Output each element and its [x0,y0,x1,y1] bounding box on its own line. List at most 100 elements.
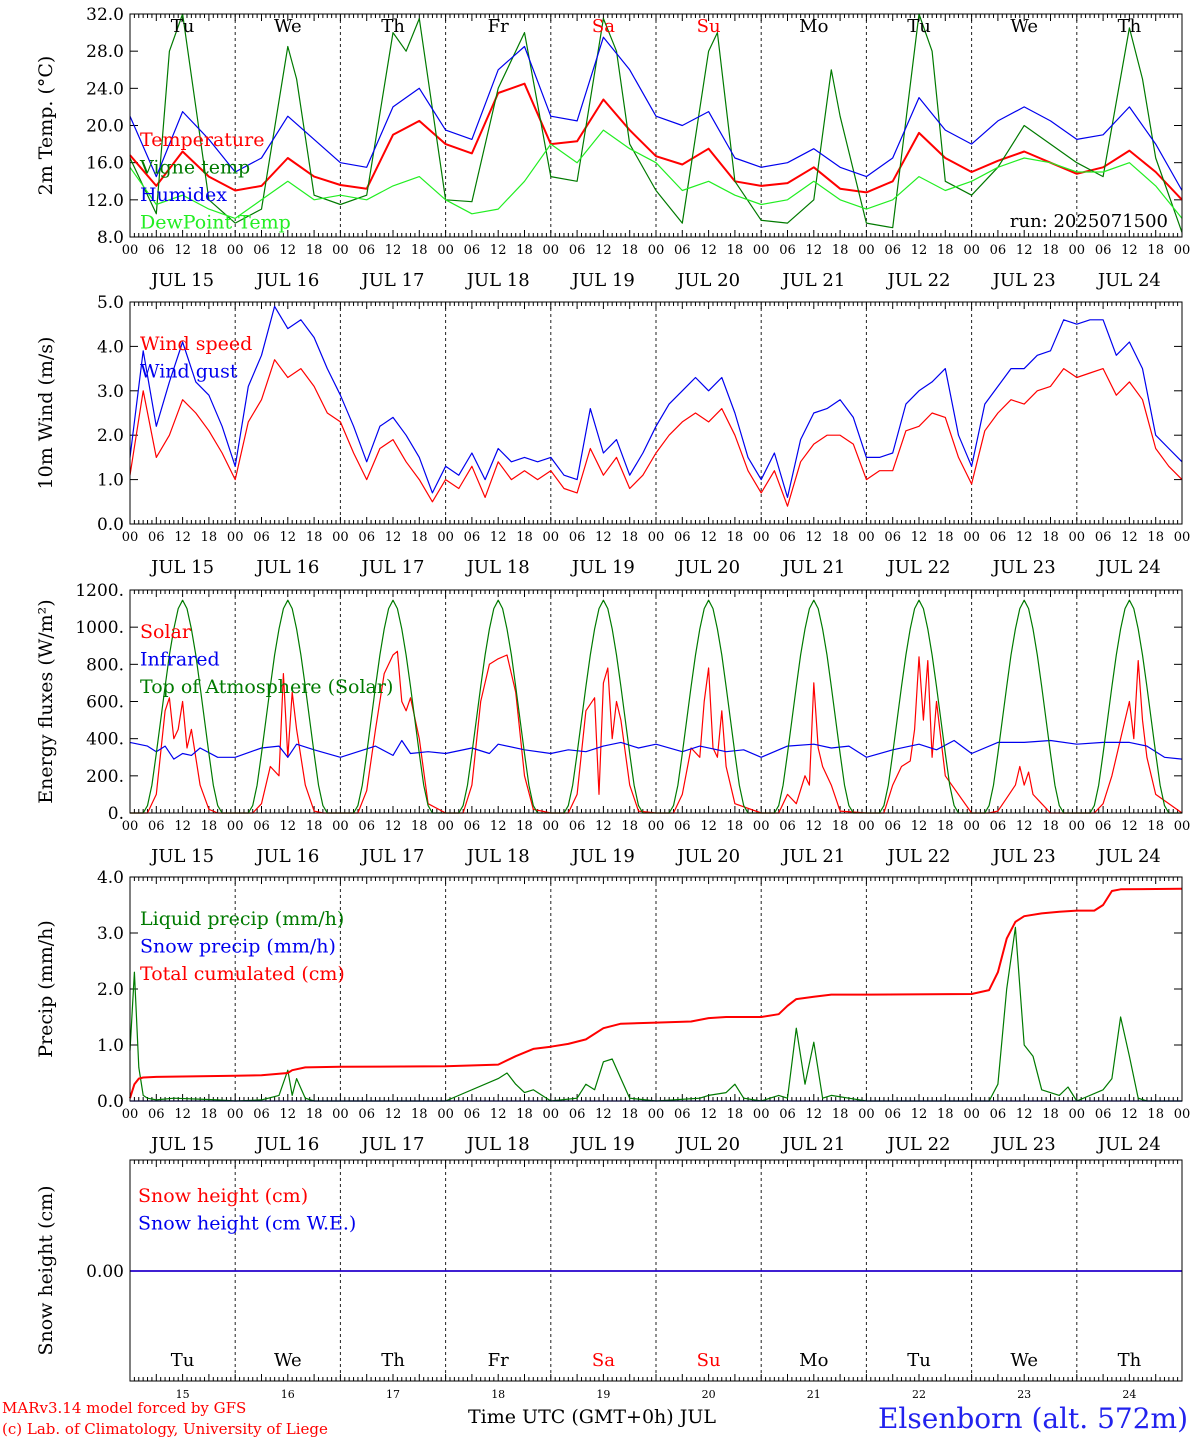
date-label: JUL 23 [991,557,1056,578]
series-line [130,650,1183,814]
y-tick-label: 16.0 [86,154,124,174]
y-tick-label: 1200. [75,581,124,601]
y-tick-label: 8.0 [97,228,124,248]
hour-label: 06 [1095,819,1112,834]
series-line [129,129,1183,219]
hour-label: 12 [595,243,612,258]
legend-entry: Liquid precip (mm/h) [140,908,344,930]
weekday-label: Sa [592,16,615,37]
station-label: Elsenborn (alt. 572m) [878,1402,1188,1435]
hour-label: 06 [779,530,796,545]
hour-label: 12 [911,819,928,834]
hour-label: 06 [884,530,901,545]
hour-label: 00 [1174,530,1191,545]
hour-label: 06 [253,819,270,834]
hour-label: 00 [437,530,454,545]
date-label: JUL 22 [886,846,951,867]
hour-label: 12 [385,1107,402,1122]
hour-label: 00 [1174,819,1191,834]
hour-label: 12 [1121,819,1138,834]
series-line [129,926,1182,1102]
hour-label: 18 [1042,819,1059,834]
date-label: JUL 21 [780,270,845,291]
hour-label: 06 [253,530,270,545]
panel-3: 0. 200. 400. 600. 800. 1000. 1200. Energy fluxe… [35,581,1190,867]
hour-label: 06 [884,243,901,258]
day-number-label: 19 [596,1388,610,1401]
date-label: JUL 19 [570,557,635,578]
legend-entry: Snow height (cm W.E.) [138,1213,356,1235]
legend-entry: Total cumulated (cm) [140,963,345,985]
hour-label: 00 [858,243,875,258]
day-number-label: 17 [386,1388,400,1401]
date-label: JUL 16 [254,270,319,291]
date-label: JUL 23 [991,270,1056,291]
hour-label: 12 [1016,1107,1033,1122]
time-axis-label: Time UTC (GMT+0h) JUL [468,1406,716,1428]
hour-label: 06 [569,819,586,834]
legend-entry: Snow height (cm) [138,1185,308,1207]
y-tick-label: 1000. [75,618,124,638]
legend-entry: Solar [140,621,192,643]
hour-label: 00 [227,243,244,258]
hour-label: 18 [306,243,323,258]
hour-label: 12 [385,243,402,258]
hour-label: 18 [201,243,218,258]
hour-label: 00 [543,530,560,545]
day-number-label: 18 [491,1388,505,1401]
hour-label: 18 [937,819,954,834]
hour-label: 00 [332,530,349,545]
hour-label: 06 [1095,243,1112,258]
panel-frame [129,876,1183,1102]
day-number-label: 21 [807,1388,821,1401]
hour-label: 12 [1121,1107,1138,1122]
hour-label: 12 [1121,243,1138,258]
date-label: JUL 19 [570,1134,635,1155]
date-label: JUL 17 [360,1134,425,1155]
y-tick-label: 0.00 [86,1262,124,1282]
hour-label: 00 [543,1107,560,1122]
hour-label: 00 [227,819,244,834]
hour-label: 00 [753,243,770,258]
hour-label: 06 [358,1107,375,1122]
day-number-label: 20 [702,1388,716,1401]
date-label: JUL 24 [1096,846,1161,867]
y-tick-label: 24.0 [86,79,124,99]
hour-label: 12 [806,530,823,545]
hour-label: 18 [201,1107,218,1122]
hour-label: 12 [595,819,612,834]
hour-label: 18 [727,1107,744,1122]
hour-label: 12 [1121,530,1138,545]
hour-label: 06 [358,243,375,258]
weekday-label: We [1010,1350,1038,1371]
legend-entry: Snow precip (mm/h) [140,936,336,958]
y-tick-label: 1.0 [97,1036,124,1056]
day-number-label: 15 [176,1388,190,1401]
hour-label: 06 [358,819,375,834]
date-label: JUL 17 [360,270,425,291]
weekday-label: Tu [171,16,195,37]
date-label: JUL 22 [886,557,951,578]
hour-label: 06 [674,1107,691,1122]
date-label: JUL 22 [886,1134,951,1155]
hour-label: 18 [411,1107,428,1122]
hour-label: 00 [332,819,349,834]
hour-label: 06 [253,243,270,258]
day-number-label: 24 [1122,1388,1136,1401]
hour-label: 06 [990,530,1007,545]
hour-label: 00 [963,1107,980,1122]
hour-label: 18 [621,530,638,545]
weekday-label: Mo [799,1350,828,1371]
date-label: JUL 24 [1096,557,1161,578]
hour-label: 00 [122,243,139,258]
hour-label: 18 [832,819,849,834]
y-axis-label: 2m Temp. (°C) [35,56,57,196]
run-annotation: run: 2025071500 [1010,211,1168,232]
hour-label: 12 [280,1107,297,1122]
date-label: JUL 21 [780,846,845,867]
hour-label: 06 [569,1107,586,1122]
hour-label: 18 [1147,530,1164,545]
day-number-label: 16 [281,1388,295,1401]
hour-label: 06 [464,819,481,834]
